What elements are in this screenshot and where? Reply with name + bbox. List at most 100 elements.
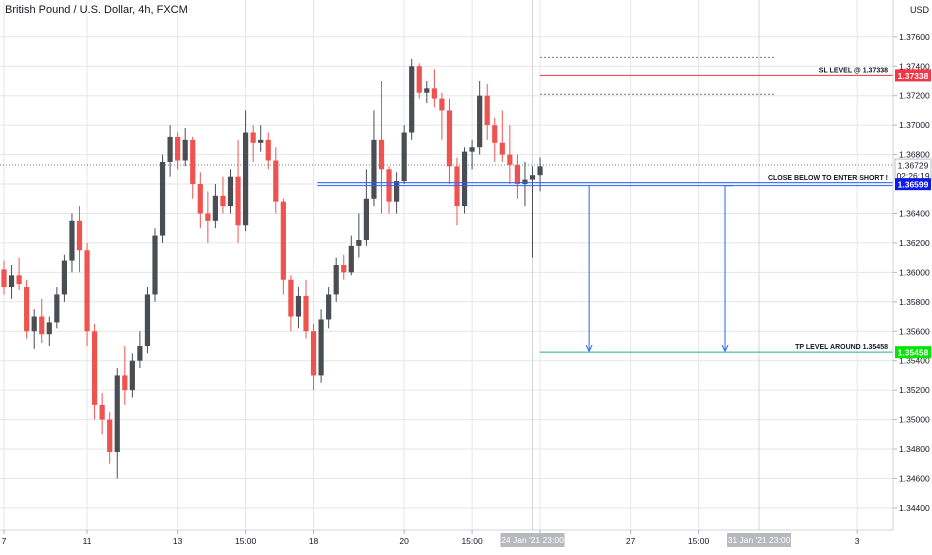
time-tick-label: 13 xyxy=(173,536,183,546)
price-tick-label: 1.36200 xyxy=(899,238,930,248)
time-axis-bg xyxy=(0,530,932,550)
candle xyxy=(326,287,332,329)
price-axis-bg xyxy=(893,0,932,550)
time-tick-label: 15:00 xyxy=(688,536,710,546)
grid xyxy=(0,0,893,530)
candle xyxy=(16,257,22,291)
candle xyxy=(439,92,445,140)
candle-body xyxy=(205,213,211,221)
candle xyxy=(182,128,188,167)
candle xyxy=(499,110,505,162)
candle xyxy=(431,69,437,108)
candle-body xyxy=(484,95,490,126)
time-tick-label: 15:00 xyxy=(461,536,483,546)
candle-body xyxy=(424,88,430,93)
candle-body xyxy=(273,160,279,202)
candle-body xyxy=(175,136,181,161)
candle-body xyxy=(318,319,324,376)
time-tick-label: 20 xyxy=(399,536,409,546)
candle-body xyxy=(16,275,22,285)
candle-body xyxy=(76,220,83,251)
candle xyxy=(363,169,369,246)
candle-body xyxy=(333,265,339,295)
time-highlight-label: 31 Jan '21 23:00 xyxy=(728,535,791,545)
candle-body xyxy=(137,345,143,361)
price-tick-label: 1.34800 xyxy=(899,444,930,454)
candle-body xyxy=(182,139,188,161)
candle-body xyxy=(507,154,513,165)
candle xyxy=(107,412,113,464)
candle-body xyxy=(243,132,249,226)
price-tick-label: 1.36800 xyxy=(899,150,930,160)
candle xyxy=(129,353,135,398)
sl-label: SL LEVEL @ 1.37338 xyxy=(819,67,888,74)
candle-body xyxy=(152,235,158,295)
price-tick-label: 1.36000 xyxy=(899,267,930,277)
candle xyxy=(416,63,422,99)
candle xyxy=(69,213,75,273)
candle xyxy=(454,157,460,226)
candle xyxy=(39,298,45,344)
price-tick-label: 1.36400 xyxy=(899,208,930,218)
price-axis: USD1.376001.374001.372001.370001.368001.… xyxy=(892,0,932,550)
sl-badge xyxy=(895,69,931,82)
candle xyxy=(265,132,271,170)
candle xyxy=(24,279,30,339)
candle xyxy=(310,323,317,391)
candle-body xyxy=(310,331,317,376)
candle-body xyxy=(356,239,362,246)
candle-body xyxy=(144,294,151,346)
candle xyxy=(341,254,347,280)
candle xyxy=(424,80,430,104)
candle-body xyxy=(439,98,445,111)
candle xyxy=(514,154,520,199)
candle-body xyxy=(129,360,135,391)
candle xyxy=(273,147,279,214)
candle-body xyxy=(39,316,45,335)
candle xyxy=(175,132,181,170)
candle-body xyxy=(159,161,166,236)
candle xyxy=(333,257,339,302)
candle xyxy=(258,125,264,152)
candle xyxy=(212,184,218,229)
candle xyxy=(144,287,151,354)
time-tick-label: 3 xyxy=(855,536,860,546)
candle-body xyxy=(431,88,437,99)
candle-body xyxy=(24,287,30,332)
candle xyxy=(84,242,90,346)
candle-body xyxy=(394,181,400,202)
candle xyxy=(235,139,241,243)
candle xyxy=(99,393,105,435)
candle xyxy=(522,161,528,207)
candle xyxy=(318,309,324,383)
candle-body xyxy=(99,404,105,420)
candle xyxy=(394,172,400,214)
candle-body xyxy=(190,139,196,185)
candle-body xyxy=(492,125,498,143)
candle xyxy=(197,172,203,229)
candle-body xyxy=(537,166,543,176)
candle xyxy=(484,83,490,140)
candle-body xyxy=(92,331,98,405)
candle xyxy=(167,125,173,177)
entry-badge xyxy=(895,178,931,191)
chart-title: British Pound / U.S. Dollar, 4h, FXCM xyxy=(5,4,188,16)
candle-body xyxy=(529,175,536,180)
candle xyxy=(76,206,83,273)
candle-body xyxy=(326,294,332,320)
candle-body xyxy=(295,295,302,317)
candle xyxy=(280,198,286,295)
candle xyxy=(446,98,453,185)
price-tick-label: 1.34600 xyxy=(899,473,930,483)
candles xyxy=(1,58,543,479)
time-highlight-badge xyxy=(500,533,565,547)
candle-body xyxy=(288,279,294,317)
candle xyxy=(54,287,60,329)
candle xyxy=(378,80,385,214)
candle-body xyxy=(477,95,483,148)
candle xyxy=(122,345,128,405)
price-tick-label: 1.37000 xyxy=(899,120,930,130)
